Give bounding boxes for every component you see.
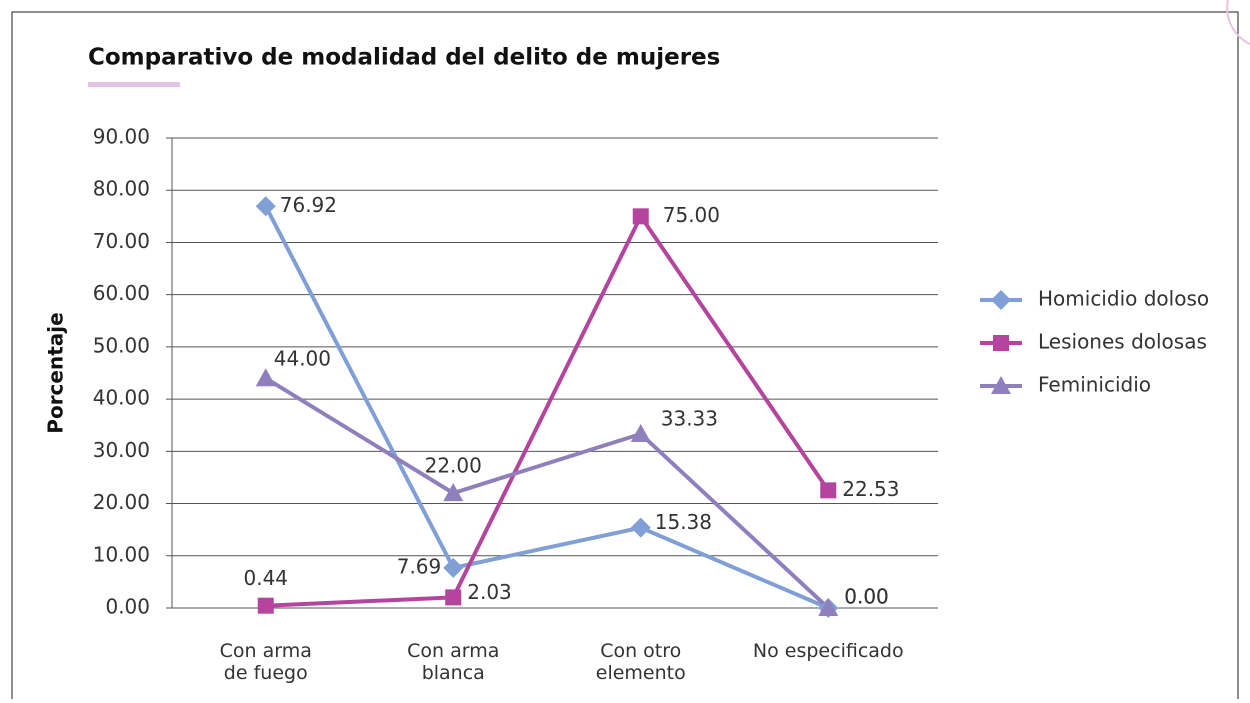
x-tick-label: No especificado bbox=[752, 640, 904, 662]
y-tick-label: 90.00 bbox=[93, 125, 150, 149]
marker bbox=[255, 368, 276, 387]
data-label: 44.00 bbox=[274, 347, 331, 371]
y-tick-label: 10.00 bbox=[93, 542, 150, 566]
decoration bbox=[1226, 0, 1250, 45]
x-tick-label: Con arma blanca bbox=[407, 640, 500, 684]
data-label: 22.53 bbox=[842, 477, 899, 501]
frame bbox=[11, 11, 1239, 703]
y-tick-label: 40.00 bbox=[93, 386, 150, 410]
marker bbox=[630, 423, 651, 442]
marker bbox=[443, 557, 464, 578]
y-axis-label: Porcentaje bbox=[44, 312, 68, 433]
x-tick-label: Con otro elemento bbox=[595, 640, 686, 684]
legend-label: Lesiones dolosas bbox=[1038, 330, 1207, 354]
y-tick-label: 30.00 bbox=[93, 438, 150, 462]
marker bbox=[445, 589, 462, 606]
data-label: 15.38 bbox=[655, 510, 712, 534]
marker bbox=[818, 598, 839, 616]
y-tick-label: 70.00 bbox=[93, 229, 150, 253]
legend-label: Feminicidio bbox=[1038, 373, 1151, 397]
y-tick-label: 20.00 bbox=[93, 490, 150, 514]
chart-title: Comparativo de modalidad del delito de m… bbox=[88, 45, 720, 71]
marker bbox=[991, 376, 1011, 394]
y-tick-label: 60.00 bbox=[93, 281, 150, 305]
marker bbox=[630, 517, 651, 538]
data-label: 2.03 bbox=[467, 580, 512, 604]
data-label: 33.33 bbox=[661, 406, 718, 430]
marker bbox=[991, 290, 1011, 310]
legend-label: Homicidio doloso bbox=[1038, 287, 1209, 311]
marker bbox=[443, 483, 464, 502]
data-label: 22.00 bbox=[425, 454, 482, 478]
marker bbox=[632, 208, 649, 225]
title-underline bbox=[88, 82, 180, 87]
data-label: 75.00 bbox=[663, 203, 720, 227]
marker bbox=[255, 196, 276, 217]
data-label: 7.69 bbox=[397, 554, 442, 578]
series-line bbox=[265, 214, 830, 608]
data-label: 0.44 bbox=[243, 566, 288, 590]
data-label: 0.00 bbox=[844, 585, 889, 609]
y-tick-label: 80.00 bbox=[93, 177, 150, 201]
data-label: 76.92 bbox=[280, 193, 337, 217]
series-line bbox=[264, 376, 830, 610]
marker bbox=[820, 482, 837, 499]
data-label: 0.00 bbox=[844, 585, 889, 609]
series-line bbox=[263, 205, 830, 610]
x-tick-label: Con arma de fuego bbox=[219, 640, 312, 684]
y-tick-label: 0.00 bbox=[105, 595, 150, 619]
marker bbox=[257, 597, 274, 614]
y-tick-label: 50.00 bbox=[93, 333, 150, 357]
marker bbox=[993, 335, 1009, 351]
